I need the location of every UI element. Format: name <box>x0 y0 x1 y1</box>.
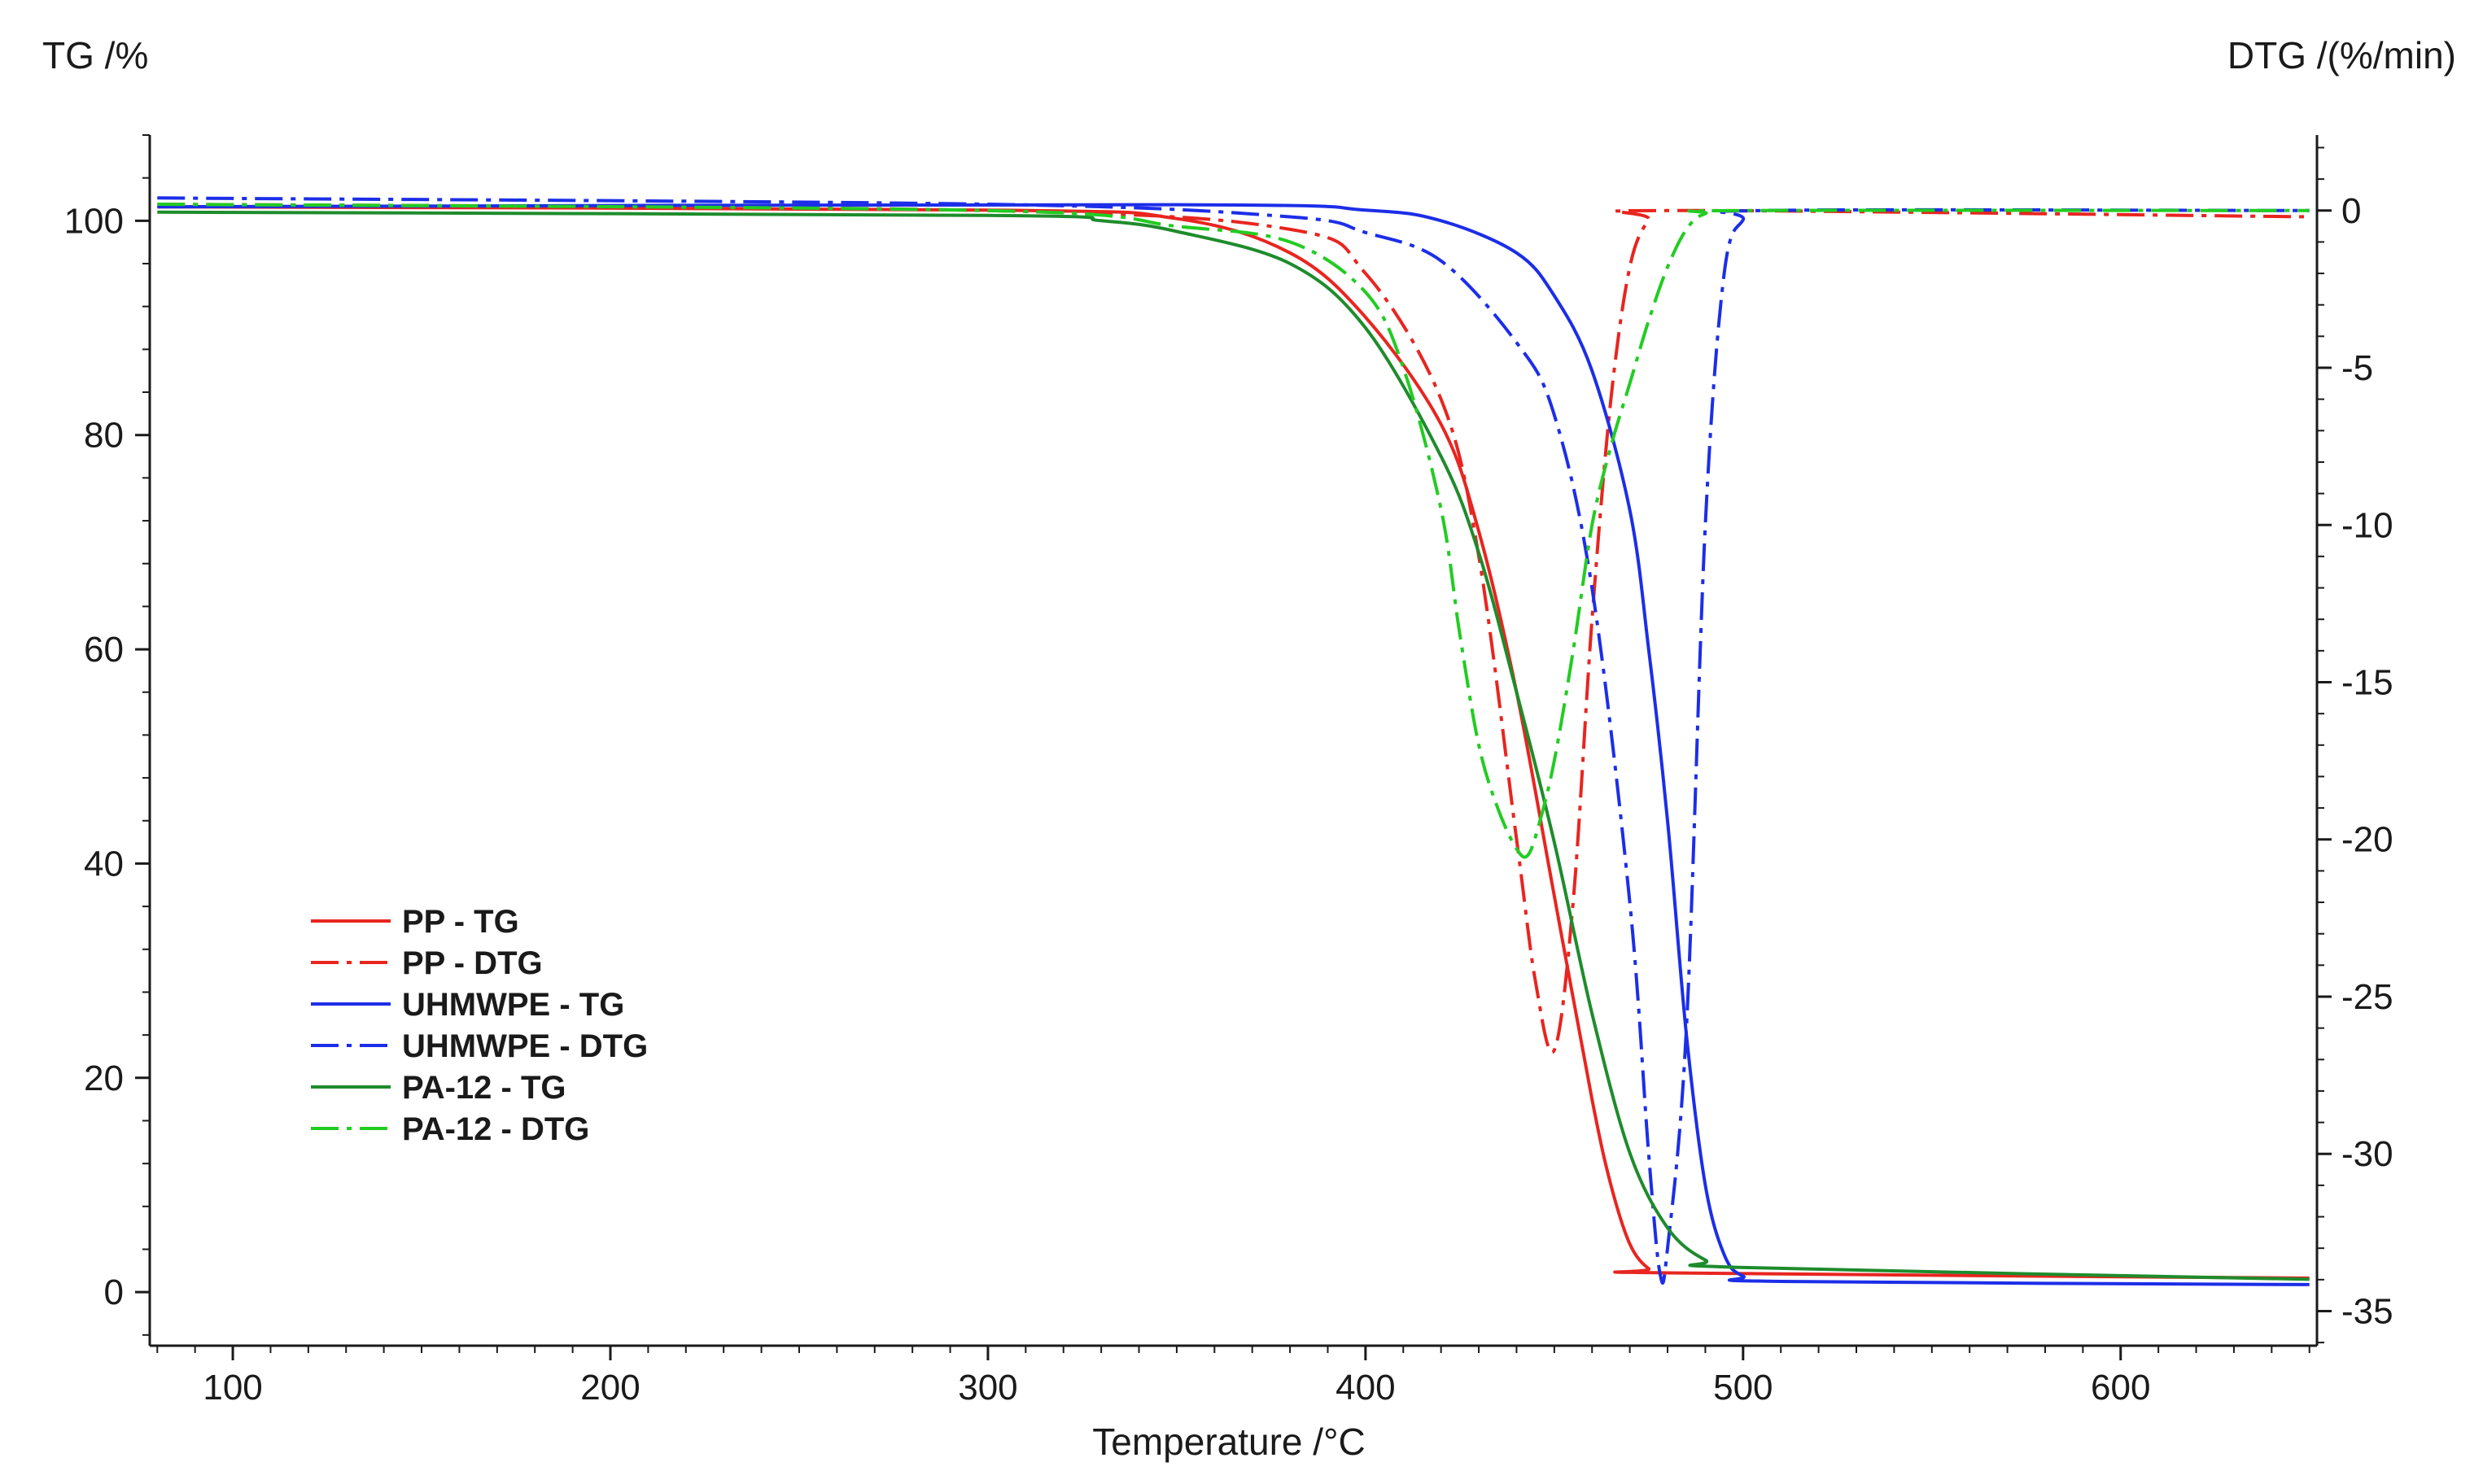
y2-tick-label: 0 <box>2341 191 2361 231</box>
x-tick-label: 600 <box>2091 1368 2150 1408</box>
y-tick-label: 20 <box>84 1058 124 1098</box>
y-tick-label: 100 <box>64 201 124 241</box>
series-line-uhmwpe-tg <box>157 203 2310 1286</box>
series-line-pp-tg <box>157 205 2310 1280</box>
legend: PP - TG PP - DTG UHMWPE - TG UHMWPE - DTG PA… <box>311 904 648 1147</box>
x-axis-title: Temperature /°C <box>1092 1421 1365 1463</box>
y2-tick-label: -20 <box>2341 820 2393 860</box>
y2-axis-title: DTG /(%/min) <box>2227 34 2456 76</box>
y-axis-ticks: 0 20 40 60 80 100 <box>64 134 150 1336</box>
legend-label-pp-tg: PP - TG <box>402 904 519 940</box>
x-tick-label: 300 <box>958 1368 1017 1408</box>
y2-tick-label: -30 <box>2341 1134 2393 1174</box>
x-tick-label: 400 <box>1335 1368 1395 1408</box>
y2-tick-label: -5 <box>2341 348 2373 388</box>
x-tick-label: 200 <box>580 1368 640 1408</box>
series-line-uhmwpe-dtg <box>157 196 2310 1285</box>
y2-tick-label: -10 <box>2341 505 2393 545</box>
y-tick-label: 40 <box>84 844 124 884</box>
x-axis-ticks: 100 200 300 400 500 600 <box>156 1346 2310 1408</box>
y2-axis-ticks: 0 -5 -10 -15 -20 -25 -30 -35 <box>2317 146 2393 1344</box>
series-line-pa-12-dtg <box>157 203 2310 859</box>
y-axis-title: TG /% <box>42 34 148 76</box>
legend-label-uhmwpe-tg: UHMWPE - TG <box>402 987 624 1023</box>
y2-tick-label: -35 <box>2341 1291 2393 1331</box>
x-tick-label: 500 <box>1713 1368 1773 1408</box>
legend-label-pa-12-tg: PA-12 - TG <box>402 1070 566 1106</box>
y-tick-label: 60 <box>84 630 124 670</box>
y2-tick-label: -15 <box>2341 662 2393 702</box>
y2-tick-label: -25 <box>2341 977 2393 1017</box>
y-tick-label: 80 <box>84 416 124 456</box>
series-line-pa-12-tg <box>157 210 2310 1281</box>
legend-label-uhmwpe-dtg: UHMWPE - DTG <box>402 1028 648 1064</box>
series-layer <box>157 196 2310 1286</box>
series-line-pp-dtg <box>157 203 2310 1054</box>
x-tick-label: 100 <box>203 1368 262 1408</box>
legend-label-pp-dtg: PP - DTG <box>402 945 543 981</box>
y-tick-label: 0 <box>104 1272 124 1312</box>
legend-label-pa-12-dtg: PA-12 - DTG <box>402 1111 589 1147</box>
